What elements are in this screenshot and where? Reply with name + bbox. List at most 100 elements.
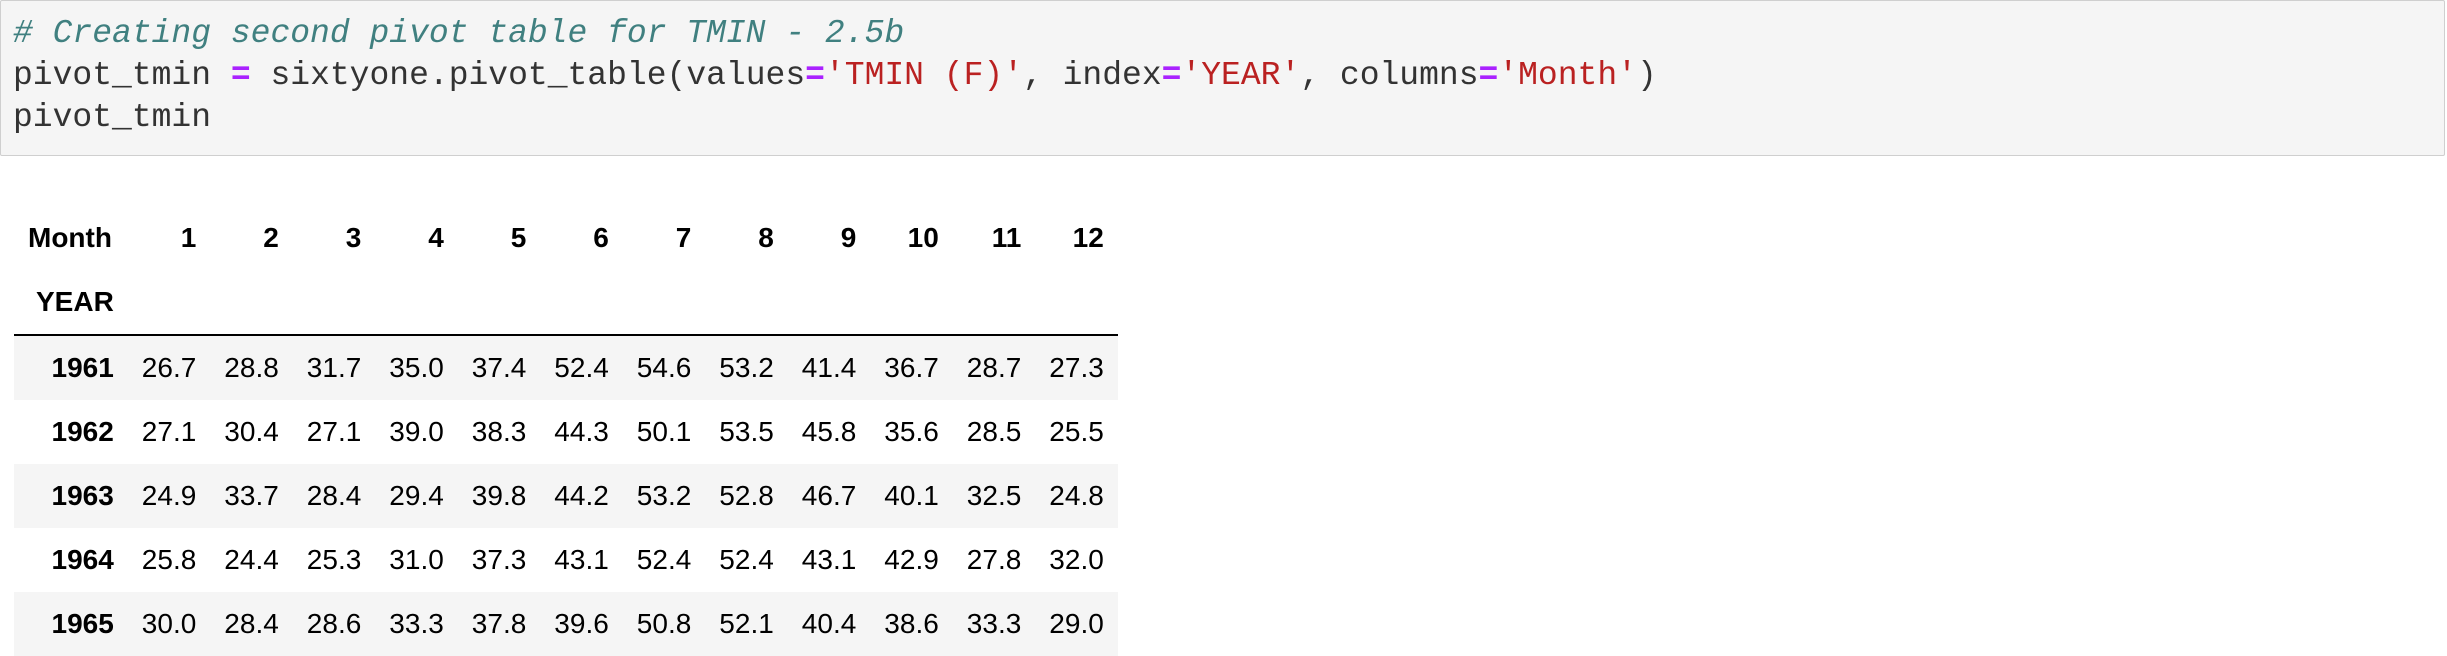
table-cell: 35.0 (389, 352, 444, 383)
code-operator: = (1478, 57, 1499, 94)
table-cell: 24.4 (224, 544, 279, 575)
table-cell: 30.4 (224, 416, 279, 447)
table-row: 1962 27.1 30.4 27.1 39.0 38.3 44.3 50.1 53.5 45.8… (14, 400, 1118, 464)
cell-output: Month 1 2 3 4 5 6 7 8 9 10 11 12 YEAR (14, 206, 1118, 656)
row-index: 1965 (51, 608, 114, 639)
table-cell: 53.5 (719, 416, 774, 447)
table-cell: 40.4 (801, 608, 857, 639)
table-cell: 50.8 (636, 608, 692, 639)
table-row: 1964 25.8 24.4 25.3 31.0 37.3 43.1 52.4 52.4 43.1… (14, 528, 1118, 592)
code-operator: = (805, 57, 825, 94)
table-cell: 28.4 (306, 480, 362, 511)
code-editor[interactable]: # Creating second pivot table for TMIN -… (13, 13, 1657, 139)
column-header: 3 (345, 222, 362, 253)
index-name-row: YEAR (14, 270, 1118, 336)
code-string: 'YEAR' (1181, 57, 1301, 94)
table-cell: 38.6 (884, 608, 939, 639)
table-cell: 44.2 (554, 480, 609, 511)
code-string: 'Month' (1498, 57, 1637, 94)
code-text: , index (1023, 57, 1162, 94)
table-cell: 27.8 (966, 544, 1022, 575)
row-index: 1962 (51, 416, 114, 447)
table-cell: 39.8 (471, 480, 527, 511)
table-cell: 52.4 (636, 544, 692, 575)
table-cell: 28.8 (224, 352, 279, 383)
column-header: 10 (907, 222, 939, 253)
table-cell: 37.4 (471, 352, 527, 383)
table-cell: 26.7 (141, 352, 197, 383)
code-var: pivot_tmin (13, 57, 231, 94)
table-cell: 28.6 (306, 608, 362, 639)
table-cell: 27.3 (1049, 352, 1104, 383)
table-cell: 45.8 (801, 416, 857, 447)
code-text: ) (1636, 57, 1657, 94)
column-header: 11 (991, 222, 1022, 253)
table-cell: 32.0 (1049, 544, 1104, 575)
table-cell: 39.0 (389, 416, 444, 447)
pivot-table: Month 1 2 3 4 5 6 7 8 9 10 11 12 YEAR (14, 206, 1118, 656)
table-cell: 36.7 (884, 352, 939, 383)
column-header: 1 (180, 222, 197, 253)
table-cell: 46.7 (801, 480, 857, 511)
column-header: 6 (593, 222, 609, 253)
column-header: 12 (1072, 222, 1104, 253)
code-string: 'TMIN (F)' (824, 57, 1024, 94)
table-cell: 31.0 (389, 544, 444, 575)
table-cell: 32.5 (966, 480, 1022, 511)
table-cell: 28.7 (966, 352, 1022, 383)
code-text: , columns (1300, 57, 1479, 94)
table-cell: 27.1 (306, 416, 362, 447)
column-header: 2 (263, 222, 279, 253)
table-cell: 30.0 (141, 608, 197, 639)
column-header: 8 (758, 222, 774, 253)
table-cell: 29.4 (389, 480, 444, 511)
table-cell: 28.5 (966, 416, 1022, 447)
table-cell: 52.8 (719, 480, 774, 511)
table-cell: 41.4 (801, 352, 857, 383)
table-cell: 27.1 (141, 416, 197, 447)
table-cell: 29.0 (1049, 608, 1104, 639)
row-index: 1961 (51, 352, 114, 383)
table-cell: 39.6 (554, 608, 609, 639)
table-cell: 31.7 (306, 352, 362, 383)
table-cell: 53.2 (719, 352, 774, 383)
table-cell: 28.4 (224, 608, 279, 639)
table-cell: 35.6 (884, 416, 939, 447)
table-row: 1961 26.7 28.8 31.7 35.0 37.4 52.4 54.6 53.2 41.4… (14, 335, 1118, 400)
table-cell: 44.3 (554, 416, 609, 447)
table-cell: 53.2 (636, 480, 692, 511)
table-cell: 37.3 (471, 544, 527, 575)
code-comment: # Creating second pivot table for TMIN -… (13, 15, 905, 52)
index-name-header: YEAR (14, 270, 128, 336)
code-cell[interactable]: # Creating second pivot table for TMIN -… (0, 0, 2445, 156)
table-cell: 54.6 (636, 352, 692, 383)
table-cell: 43.1 (801, 544, 857, 575)
column-header: 4 (428, 222, 444, 253)
table-cell: 33.3 (389, 608, 444, 639)
table-cell: 38.3 (471, 416, 527, 447)
table-cell: 37.8 (471, 608, 527, 639)
table-cell: 25.8 (141, 544, 197, 575)
table-cell: 52.1 (719, 608, 774, 639)
code-line: pivot_tmin (13, 99, 212, 136)
table-cell: 43.1 (554, 544, 609, 575)
table-row: 1965 30.0 28.4 28.6 33.3 37.8 39.6 50.8 52.1 40.4… (14, 592, 1118, 656)
table-cell: 40.1 (884, 480, 939, 511)
row-index: 1964 (51, 544, 114, 575)
header-row: Month 1 2 3 4 5 6 7 8 9 10 11 12 (14, 206, 1118, 270)
code-operator: = (1161, 57, 1182, 94)
table-cell: 33.7 (224, 480, 279, 511)
table-cell: 25.5 (1049, 416, 1104, 447)
column-header: 9 (840, 222, 857, 253)
table-cell: 24.9 (141, 480, 197, 511)
table-body: 1961 26.7 28.8 31.7 35.0 37.4 52.4 54.6 53.2 41.4… (14, 335, 1118, 656)
column-header: 5 (510, 222, 527, 253)
table-cell: 25.3 (306, 544, 362, 575)
column-header: 7 (675, 222, 692, 253)
row-index: 1963 (51, 480, 114, 511)
table-cell: 50.1 (636, 416, 692, 447)
table-cell: 52.4 (554, 352, 609, 383)
table-cell: 52.4 (719, 544, 774, 575)
table-cell: 42.9 (884, 544, 939, 575)
code-operator: = (230, 57, 251, 94)
